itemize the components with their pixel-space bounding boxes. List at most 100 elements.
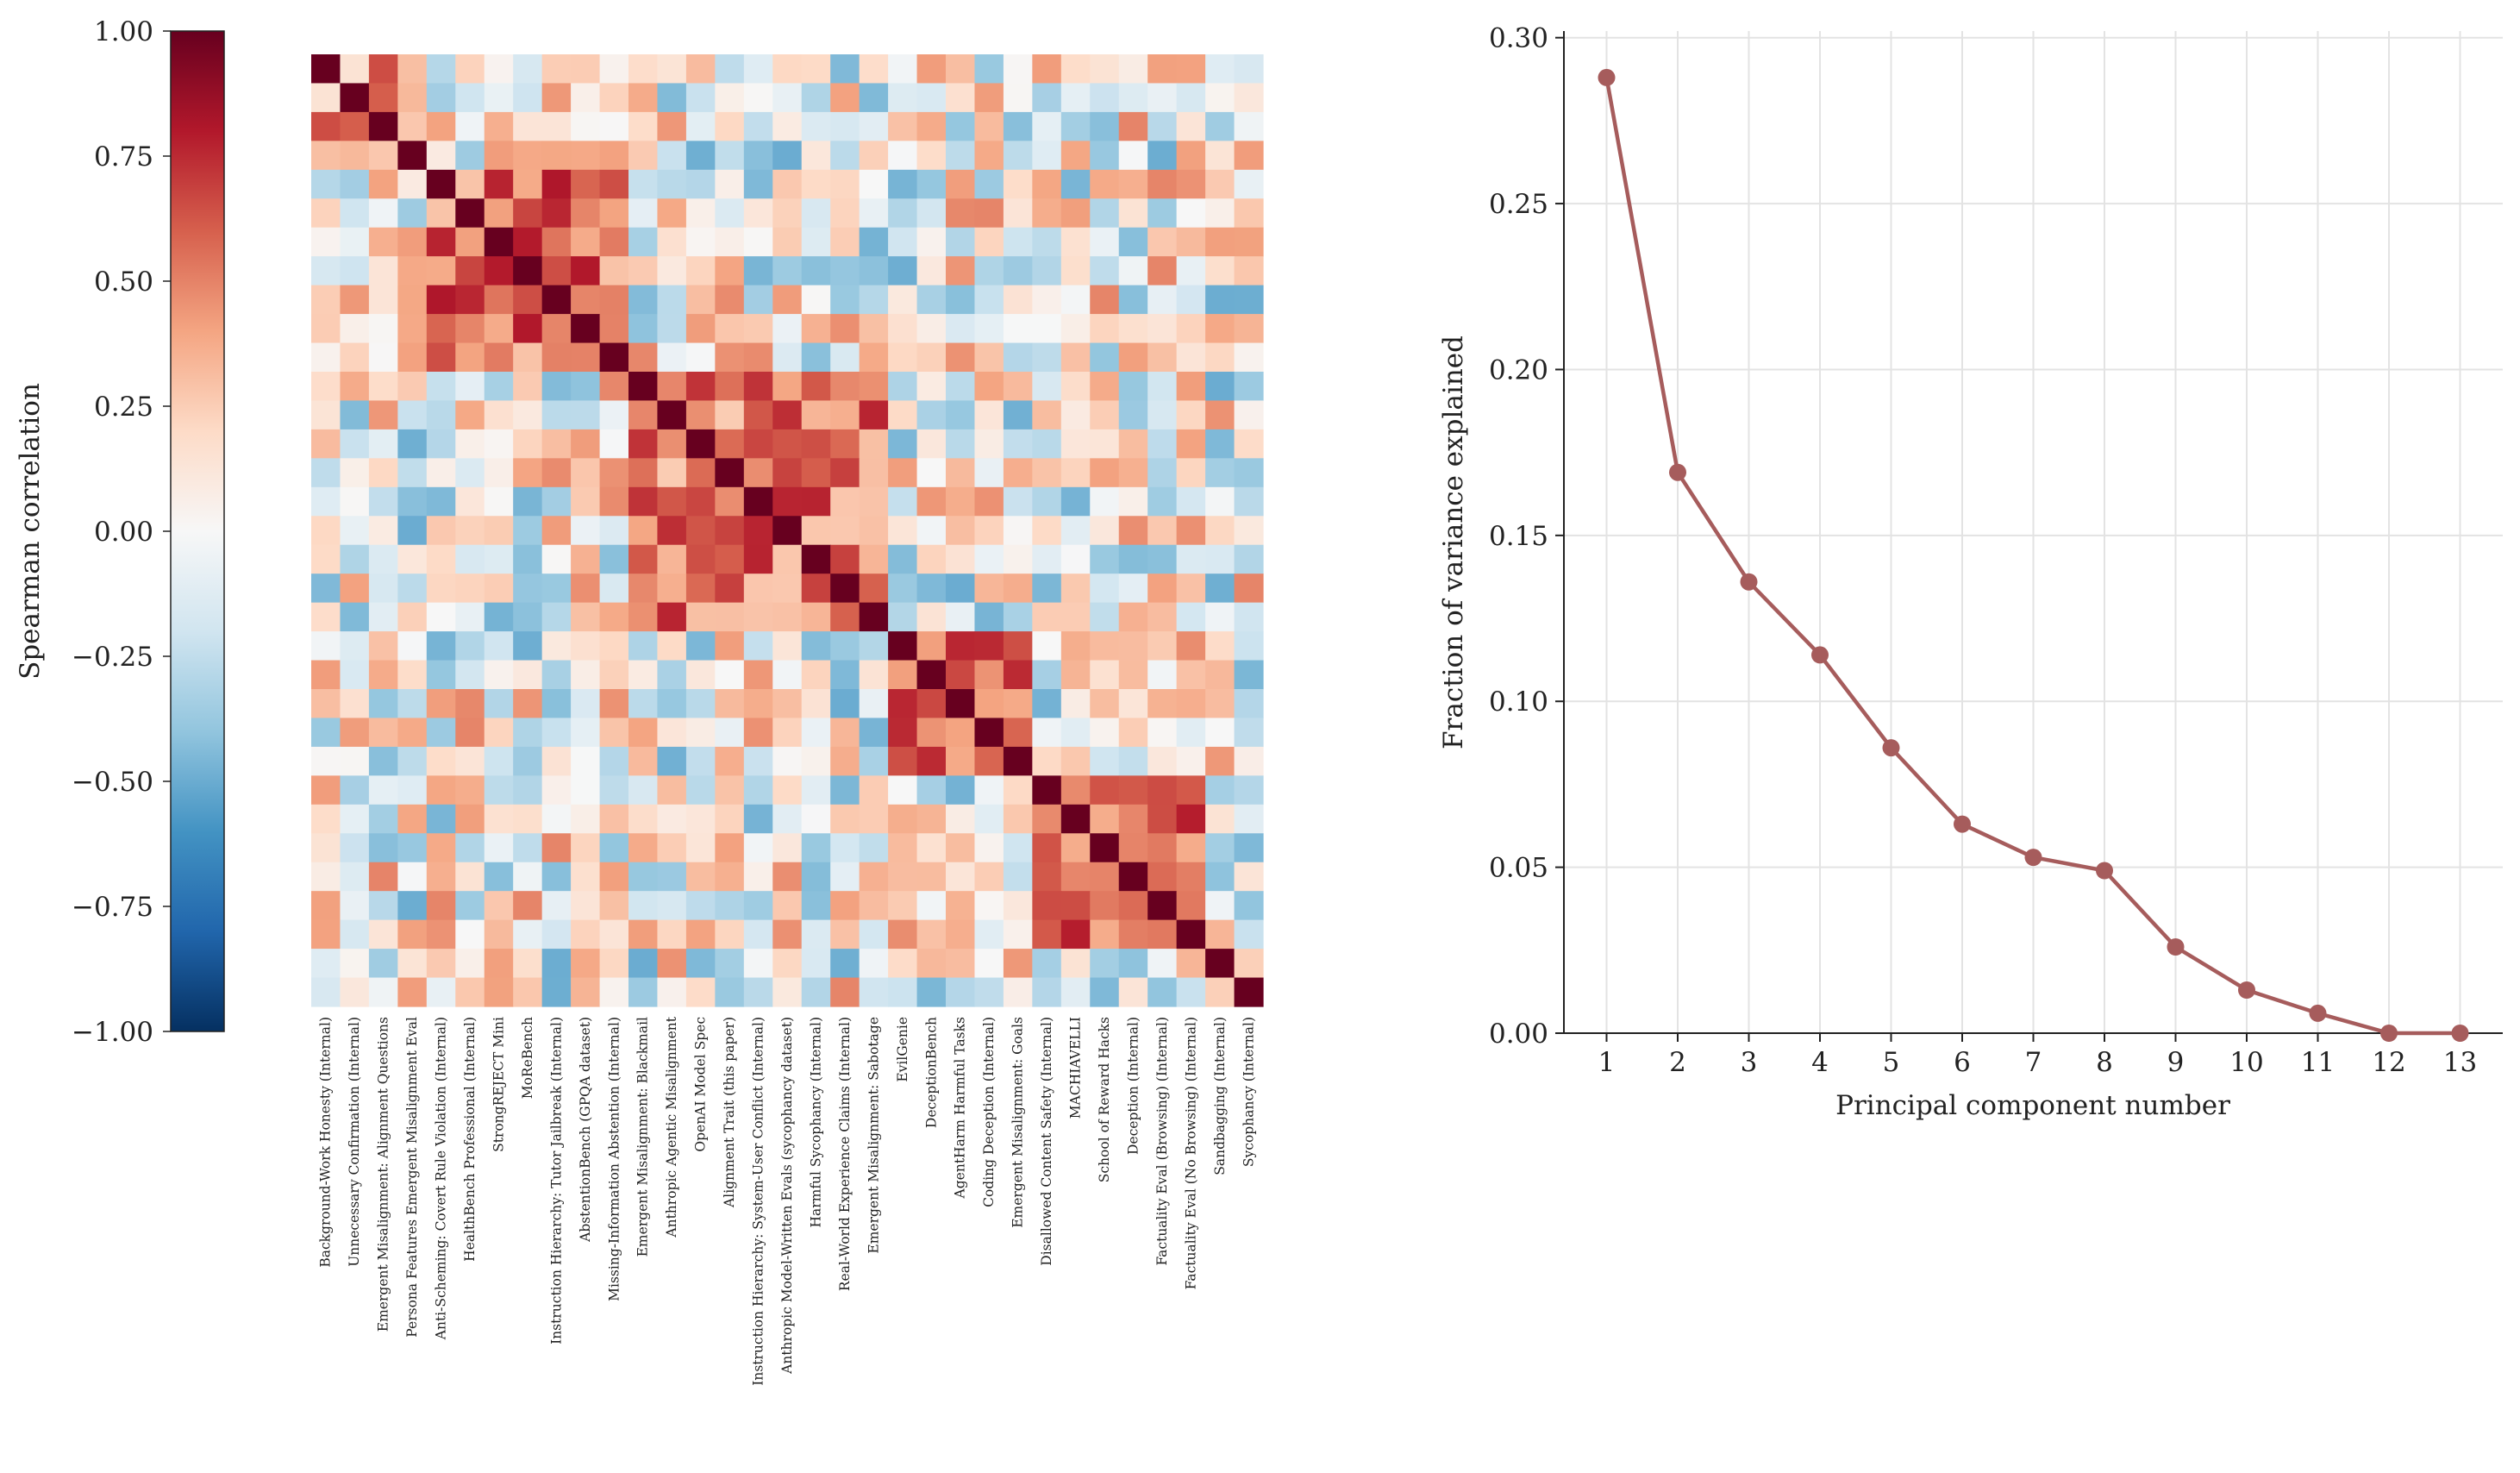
- heatmap-cell: [541, 516, 572, 546]
- heatmap-cell: [397, 804, 428, 834]
- heatmap-cell: [1032, 660, 1062, 690]
- heatmap-cell: [1205, 342, 1235, 373]
- heatmap-cell: [1176, 198, 1206, 229]
- heatmap-cell: [1118, 111, 1148, 141]
- heatmap-cell: [368, 54, 398, 85]
- heatmap-cell: [541, 429, 572, 459]
- heatmap-cell: [946, 746, 976, 776]
- heatmap-cell: [974, 372, 1004, 402]
- heatmap-cell: [657, 83, 687, 113]
- heatmap-cell: [484, 285, 514, 315]
- heatmap-cell: [628, 256, 659, 286]
- heatmap-cell: [743, 775, 773, 805]
- heatmap-cell: [541, 660, 572, 690]
- benchmark-label: Anthropic Agentic Misalignment: [664, 1016, 679, 1238]
- heatmap-cell: [1118, 314, 1148, 344]
- heatmap-cell: [599, 977, 629, 1007]
- heatmap-cell: [599, 833, 629, 863]
- heatmap-cell: [426, 83, 456, 113]
- heatmap-cell: [368, 574, 398, 604]
- x-tick-label: 3: [1741, 1047, 1758, 1078]
- heatmap-cell: [685, 256, 716, 286]
- heatmap-cell: [685, 83, 716, 113]
- heatmap-cell: [715, 775, 745, 805]
- heatmap-cell: [859, 833, 889, 863]
- heatmap-cell: [916, 285, 947, 315]
- heatmap-cell: [311, 891, 341, 921]
- scree-point: [2451, 1025, 2469, 1042]
- heatmap-cell: [1147, 516, 1178, 546]
- heatmap-cell: [541, 54, 572, 85]
- heatmap-cell: [830, 602, 860, 632]
- heatmap-cell: [397, 486, 428, 517]
- heatmap-cell: [397, 949, 428, 979]
- heatmap-cell: [685, 977, 716, 1007]
- y-tick-label: 0.15: [1489, 521, 1548, 552]
- heatmap-cell: [657, 804, 687, 834]
- heatmap-cell: [397, 516, 428, 546]
- heatmap-cell: [1176, 660, 1206, 690]
- heatmap-cell: [368, 111, 398, 141]
- heatmap-cell: [1060, 977, 1091, 1007]
- heatmap-cell: [830, 891, 860, 921]
- heatmap-cell: [455, 342, 485, 373]
- heatmap-cell: [657, 285, 687, 315]
- heatmap-cell: [1147, 486, 1178, 517]
- heatmap-cell: [801, 372, 831, 402]
- heatmap-cell: [830, 516, 860, 546]
- heatmap-cell: [571, 198, 601, 229]
- heatmap-cell: [1060, 400, 1091, 430]
- heatmap-cell: [455, 198, 485, 229]
- scree-xlabel: Principal component number: [1835, 1090, 2230, 1121]
- heatmap-cell: [1090, 631, 1120, 661]
- heatmap-cell: [1032, 227, 1062, 257]
- heatmap-cell: [368, 804, 398, 834]
- heatmap-cell: [1032, 544, 1062, 574]
- heatmap-cell: [541, 919, 572, 950]
- heatmap-cell: [1118, 977, 1148, 1007]
- heatmap-cell: [1118, 718, 1148, 748]
- heatmap-cell: [455, 977, 485, 1007]
- heatmap-cell: [484, 602, 514, 632]
- heatmap-cell: [599, 516, 629, 546]
- heatmap-cell: [772, 631, 803, 661]
- heatmap-cell: [946, 429, 976, 459]
- heatmap-cell: [541, 689, 572, 719]
- heatmap-cell: [484, 198, 514, 229]
- heatmap-cell: [916, 342, 947, 373]
- heatmap-cell: [628, 516, 659, 546]
- heatmap-cell: [571, 602, 601, 632]
- heatmap-cell: [1176, 631, 1206, 661]
- x-tick-label: 6: [1954, 1047, 1971, 1078]
- heatmap-cell: [628, 54, 659, 85]
- heatmap-cell: [916, 314, 947, 344]
- heatmap-cell: [801, 169, 831, 199]
- heatmap-cell: [311, 516, 341, 546]
- heatmap-cell: [340, 429, 370, 459]
- heatmap-cell: [1205, 891, 1235, 921]
- heatmap-cell: [1003, 83, 1033, 113]
- heatmap-cell: [1147, 83, 1178, 113]
- heatmap-cell: [685, 602, 716, 632]
- heatmap-cell: [888, 602, 918, 632]
- heatmap-cell: [916, 83, 947, 113]
- heatmap-cell: [513, 862, 543, 892]
- heatmap-cell: [1234, 400, 1264, 430]
- heatmap-cell: [541, 833, 572, 863]
- heatmap-cell: [397, 285, 428, 315]
- heatmap-cell: [455, 660, 485, 690]
- heatmap-cell: [946, 775, 976, 805]
- heatmap-cell: [1060, 83, 1091, 113]
- heatmap-cell: [1234, 429, 1264, 459]
- heatmap-cell: [715, 602, 745, 632]
- heatmap-cell: [974, 54, 1004, 85]
- heatmap-cell: [859, 429, 889, 459]
- heatmap-cell: [397, 833, 428, 863]
- heatmap-cell: [1090, 574, 1120, 604]
- heatmap-cell: [830, 458, 860, 488]
- heatmap-cell: [541, 718, 572, 748]
- heatmap-cell: [368, 977, 398, 1007]
- heatmap-cell: [426, 458, 456, 488]
- heatmap-cell: [685, 862, 716, 892]
- heatmap-cell: [426, 342, 456, 373]
